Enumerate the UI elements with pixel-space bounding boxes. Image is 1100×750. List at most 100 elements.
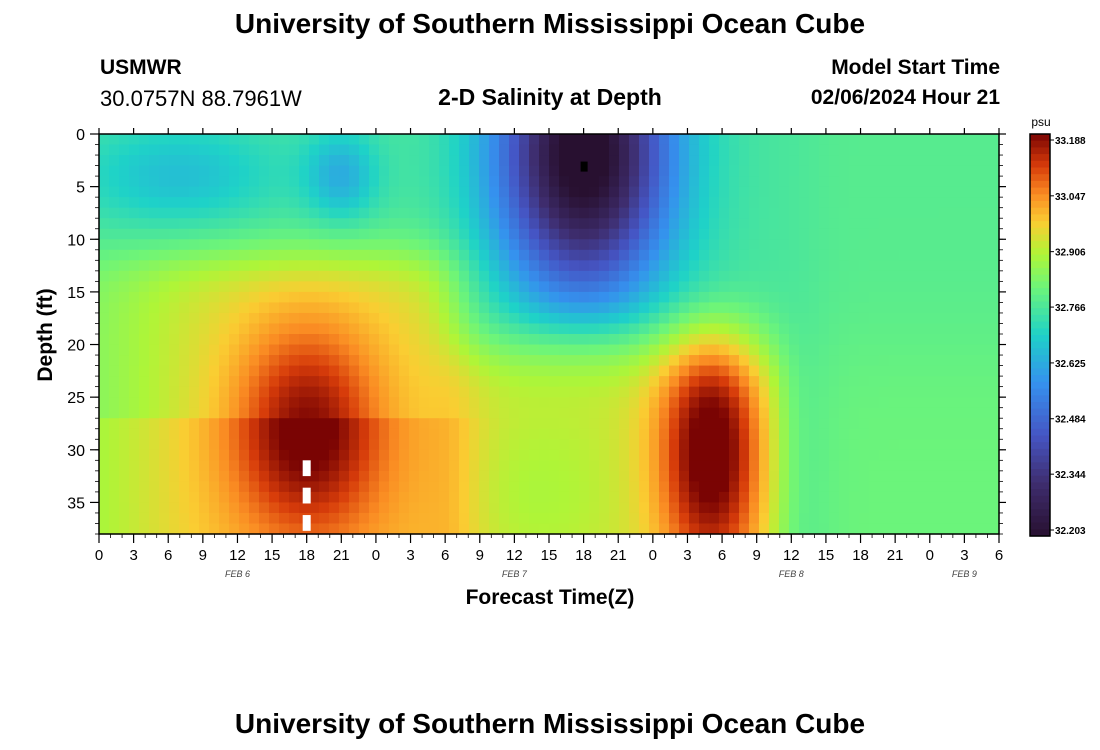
heatmap-cell bbox=[469, 523, 480, 535]
heatmap-cell bbox=[739, 186, 750, 198]
heatmap-cell bbox=[859, 344, 870, 356]
heatmap-cell bbox=[919, 218, 930, 230]
heatmap-cell bbox=[549, 523, 560, 535]
heatmap-cell bbox=[189, 491, 200, 504]
heatmap-cell bbox=[879, 144, 890, 156]
colorbar-segment bbox=[1030, 167, 1050, 175]
heatmap-cell bbox=[659, 281, 670, 293]
heatmap-cell bbox=[949, 260, 960, 272]
heatmap-cell bbox=[959, 239, 970, 251]
heatmap-cell bbox=[869, 491, 880, 504]
heatmap-cell bbox=[939, 260, 950, 272]
heatmap-cell bbox=[139, 144, 150, 156]
heatmap-cell bbox=[679, 239, 690, 251]
heatmap-cell bbox=[249, 439, 260, 451]
heatmap-cell bbox=[389, 491, 400, 504]
heatmap-cell bbox=[439, 239, 450, 251]
heatmap-cell bbox=[549, 418, 560, 430]
heatmap-cell bbox=[279, 249, 290, 261]
heatmap-cell bbox=[819, 407, 830, 419]
heatmap-cell bbox=[629, 239, 640, 251]
heatmap-cell bbox=[889, 523, 900, 535]
heatmap-cell bbox=[309, 386, 320, 398]
heatmap-cell bbox=[879, 407, 890, 419]
heatmap-cell bbox=[909, 176, 920, 188]
heatmap-cell bbox=[469, 291, 480, 304]
heatmap-cell bbox=[949, 386, 960, 398]
heatmap-cell bbox=[949, 176, 960, 188]
heatmap-cell bbox=[239, 218, 250, 230]
heatmap-cell bbox=[299, 418, 310, 430]
heatmap-cell bbox=[99, 523, 110, 535]
heatmap-cell bbox=[829, 334, 840, 346]
heatmap-cell bbox=[439, 355, 450, 367]
heatmap-cell bbox=[809, 186, 820, 198]
heatmap-cell bbox=[339, 407, 350, 419]
heatmap-cell bbox=[189, 523, 200, 535]
heatmap-cell bbox=[359, 481, 370, 493]
heatmap-cell bbox=[329, 228, 340, 240]
heatmap-cell bbox=[339, 228, 350, 240]
heatmap-cell bbox=[639, 165, 650, 177]
heatmap-cell bbox=[869, 144, 880, 156]
heatmap-cell bbox=[969, 249, 980, 261]
heatmap-cell bbox=[99, 418, 110, 430]
heatmap-cell bbox=[969, 186, 980, 198]
heatmap-cell bbox=[219, 523, 230, 535]
heatmap-cell bbox=[199, 481, 210, 493]
heatmap-cell bbox=[769, 334, 780, 346]
heatmap-cell bbox=[869, 365, 880, 377]
heatmap-cell bbox=[189, 428, 200, 440]
heatmap-cell bbox=[799, 376, 810, 388]
heatmap-cell bbox=[679, 260, 690, 272]
heatmap-cell bbox=[489, 397, 500, 409]
heatmap-cell bbox=[329, 218, 340, 230]
heatmap-cell bbox=[719, 155, 730, 167]
heatmap-cell bbox=[969, 155, 980, 167]
heatmap-cell bbox=[439, 376, 450, 388]
heatmap-cell bbox=[169, 134, 180, 146]
heatmap-cell bbox=[249, 334, 260, 346]
heatmap-cell bbox=[759, 386, 770, 398]
heatmap-cell bbox=[939, 470, 950, 482]
heatmap-cell bbox=[369, 281, 380, 293]
heatmap-cell bbox=[149, 312, 160, 325]
heatmap-cell bbox=[639, 470, 650, 482]
heatmap-cell bbox=[369, 439, 380, 451]
heatmap-cell bbox=[749, 470, 760, 482]
heatmap-cell bbox=[769, 344, 780, 356]
heatmap-cell bbox=[789, 428, 800, 440]
heatmap-cell bbox=[489, 523, 500, 535]
heatmap-cell bbox=[419, 249, 430, 261]
heatmap-cell bbox=[839, 397, 850, 409]
heatmap-cell bbox=[189, 176, 200, 188]
heatmap-cell bbox=[479, 376, 490, 388]
heatmap-cell bbox=[859, 260, 870, 272]
heatmap-cell bbox=[759, 491, 770, 504]
heatmap-cell bbox=[709, 165, 720, 177]
heatmap-cell bbox=[979, 460, 990, 472]
heatmap-cell bbox=[739, 344, 750, 356]
heatmap-cell bbox=[569, 155, 580, 167]
heatmap-cell bbox=[819, 270, 830, 282]
colorbar-segment bbox=[1030, 415, 1050, 423]
heatmap-cell bbox=[579, 334, 590, 346]
heatmap-cell bbox=[759, 291, 770, 304]
heatmap-cell bbox=[189, 281, 200, 293]
heatmap-cell bbox=[409, 144, 420, 156]
heatmap-cell bbox=[479, 312, 490, 325]
heatmap-cell bbox=[619, 291, 630, 304]
heatmap-cell bbox=[429, 176, 440, 188]
heatmap-cell bbox=[659, 165, 670, 177]
heatmap-cell bbox=[709, 249, 720, 261]
heatmap-cell bbox=[239, 228, 250, 240]
heatmap-cell bbox=[819, 491, 830, 504]
heatmap-cell bbox=[859, 165, 870, 177]
heatmap-cell bbox=[189, 502, 200, 514]
heatmap-cell bbox=[659, 239, 670, 251]
heatmap-cell bbox=[289, 270, 300, 282]
x-tick-label: 9 bbox=[476, 547, 484, 564]
heatmap-cell bbox=[449, 302, 460, 314]
heatmap-cell bbox=[839, 281, 850, 293]
heatmap-cell bbox=[929, 228, 940, 240]
